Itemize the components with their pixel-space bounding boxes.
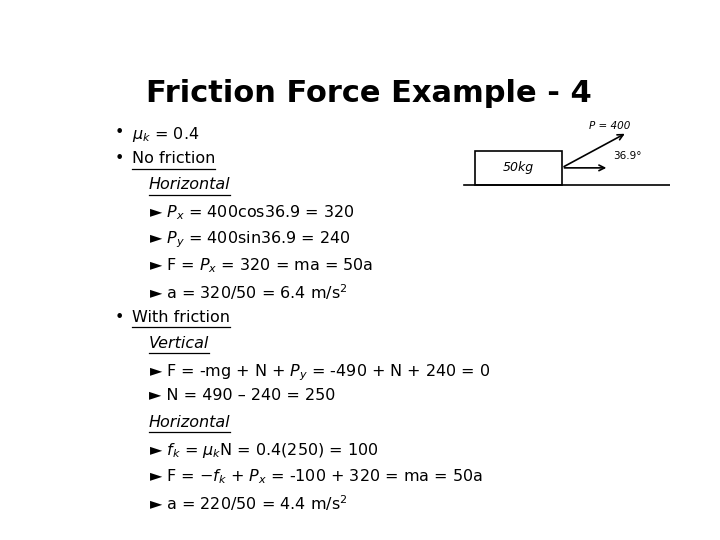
Text: ► a = 320/50 = 6.4 m/s$^2$: ► a = 320/50 = 6.4 m/s$^2$ (148, 282, 347, 302)
Text: •: • (115, 310, 125, 325)
Text: ► N = 490 – 240 = 250: ► N = 490 – 240 = 250 (148, 388, 335, 403)
Text: Horizontal: Horizontal (148, 415, 230, 429)
Text: ► a = 220/50 = 4.4 m/s$^2$: ► a = 220/50 = 4.4 m/s$^2$ (148, 493, 347, 513)
Text: 36.9°: 36.9° (613, 151, 642, 161)
Text: ► F = -mg + N + $P_y$ = -490 + N + 240 = 0: ► F = -mg + N + $P_y$ = -490 + N + 240 =… (148, 362, 490, 383)
Text: •: • (115, 125, 125, 140)
Text: $\mu_k$ = 0.4: $\mu_k$ = 0.4 (132, 125, 199, 144)
Text: ► F = $P_x$ = 320 = ma = 50a: ► F = $P_x$ = 320 = ma = 50a (148, 256, 373, 275)
Text: •: • (115, 151, 125, 166)
Bar (475, 151, 562, 185)
Text: 50kg: 50kg (503, 161, 534, 174)
Text: ► $P_y$ = 400sin36.9 = 240: ► $P_y$ = 400sin36.9 = 240 (148, 230, 351, 251)
Text: With friction: With friction (132, 310, 230, 325)
Text: ► F = $-f_k$ + $P_x$ = -100 + 320 = ma = 50a: ► F = $-f_k$ + $P_x$ = -100 + 320 = ma =… (148, 467, 482, 485)
Text: Friction Force Example - 4: Friction Force Example - 4 (146, 79, 592, 109)
Text: ► $f_k$ = $\mu_k$N = 0.4(250) = 100: ► $f_k$ = $\mu_k$N = 0.4(250) = 100 (148, 441, 378, 460)
Text: ► $P_x$ = 400cos36.9 = 320: ► $P_x$ = 400cos36.9 = 320 (148, 204, 354, 222)
Text: Horizontal: Horizontal (148, 178, 230, 192)
Text: P = 400: P = 400 (589, 120, 631, 131)
Text: Vertical: Vertical (148, 336, 209, 351)
Text: No friction: No friction (132, 151, 215, 166)
